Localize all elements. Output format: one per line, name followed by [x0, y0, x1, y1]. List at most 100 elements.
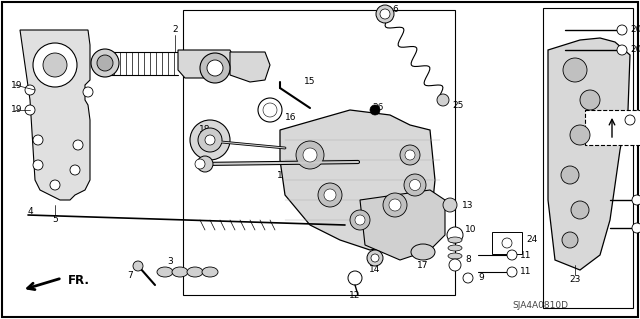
Text: 2: 2	[172, 26, 178, 34]
Text: 18: 18	[199, 125, 211, 135]
Ellipse shape	[187, 267, 203, 277]
Bar	[183, 10, 455, 295]
Text: 24: 24	[526, 235, 537, 244]
Circle shape	[562, 232, 578, 248]
Text: SJA4A0810D: SJA4A0810D	[512, 300, 568, 309]
Text: 8: 8	[465, 256, 471, 264]
Circle shape	[133, 261, 143, 271]
Circle shape	[25, 85, 35, 95]
Text: 6: 6	[392, 5, 398, 14]
Text: 9: 9	[478, 273, 484, 283]
Text: 4: 4	[28, 207, 34, 217]
Circle shape	[400, 145, 420, 165]
Text: 1: 1	[277, 170, 283, 180]
Text: 10: 10	[465, 226, 477, 234]
Text: 16: 16	[285, 114, 296, 122]
Circle shape	[405, 150, 415, 160]
Circle shape	[437, 94, 449, 106]
Ellipse shape	[411, 244, 435, 260]
Polygon shape	[548, 38, 630, 270]
Circle shape	[324, 189, 336, 201]
Circle shape	[83, 87, 93, 97]
Text: ATM-1: ATM-1	[627, 117, 640, 127]
Circle shape	[296, 141, 324, 169]
Circle shape	[383, 193, 407, 217]
Bar	[492, 232, 522, 254]
Circle shape	[263, 103, 277, 117]
Ellipse shape	[157, 267, 173, 277]
Circle shape	[25, 105, 35, 115]
Text: 19: 19	[11, 80, 22, 90]
Circle shape	[195, 159, 205, 169]
Text: 25: 25	[452, 100, 463, 109]
Circle shape	[370, 105, 380, 115]
Circle shape	[350, 210, 370, 230]
Text: 5: 5	[52, 216, 58, 225]
Circle shape	[197, 156, 213, 172]
Circle shape	[205, 135, 215, 145]
Circle shape	[376, 5, 394, 23]
Circle shape	[371, 254, 379, 262]
Ellipse shape	[448, 245, 462, 251]
Text: 7: 7	[127, 271, 133, 279]
Text: 21: 21	[637, 115, 640, 124]
Text: 15: 15	[304, 78, 316, 86]
Circle shape	[563, 58, 587, 82]
Text: 3: 3	[167, 257, 173, 266]
Circle shape	[410, 180, 420, 190]
Circle shape	[571, 201, 589, 219]
Circle shape	[449, 259, 461, 271]
Circle shape	[617, 45, 627, 55]
Circle shape	[198, 128, 222, 152]
Text: 20: 20	[630, 26, 640, 34]
Circle shape	[200, 53, 230, 83]
Circle shape	[380, 9, 390, 19]
Circle shape	[389, 199, 401, 211]
Circle shape	[404, 174, 426, 196]
Circle shape	[580, 90, 600, 110]
Polygon shape	[20, 30, 90, 200]
Text: 11: 11	[520, 268, 531, 277]
Circle shape	[91, 49, 119, 77]
Circle shape	[463, 273, 473, 283]
Circle shape	[33, 160, 43, 170]
Text: FR.: FR.	[68, 273, 90, 286]
Circle shape	[43, 53, 67, 77]
Circle shape	[33, 135, 43, 145]
Circle shape	[97, 55, 113, 71]
Circle shape	[502, 238, 512, 248]
Text: 11: 11	[520, 250, 531, 259]
Circle shape	[303, 148, 317, 162]
Ellipse shape	[448, 253, 462, 259]
Text: 20: 20	[630, 46, 640, 55]
Circle shape	[617, 25, 627, 35]
Text: 23: 23	[570, 276, 580, 285]
Circle shape	[50, 180, 60, 190]
Polygon shape	[280, 110, 435, 250]
Text: 26: 26	[372, 103, 384, 113]
Circle shape	[632, 195, 640, 205]
Circle shape	[258, 98, 282, 122]
Text: 12: 12	[349, 292, 361, 300]
Circle shape	[73, 140, 83, 150]
Circle shape	[447, 227, 463, 243]
Polygon shape	[230, 52, 270, 82]
Text: 19: 19	[11, 106, 22, 115]
Polygon shape	[360, 190, 445, 260]
Circle shape	[367, 250, 383, 266]
Circle shape	[33, 43, 77, 87]
Circle shape	[348, 271, 362, 285]
Text: 13: 13	[462, 201, 474, 210]
Circle shape	[190, 120, 230, 160]
Circle shape	[507, 250, 517, 260]
Ellipse shape	[172, 267, 188, 277]
Circle shape	[318, 183, 342, 207]
Ellipse shape	[448, 237, 462, 243]
Polygon shape	[178, 50, 235, 78]
Text: 17: 17	[417, 261, 429, 270]
Circle shape	[570, 125, 590, 145]
Text: 14: 14	[369, 265, 381, 275]
Circle shape	[70, 165, 80, 175]
Circle shape	[507, 267, 517, 277]
Circle shape	[561, 166, 579, 184]
